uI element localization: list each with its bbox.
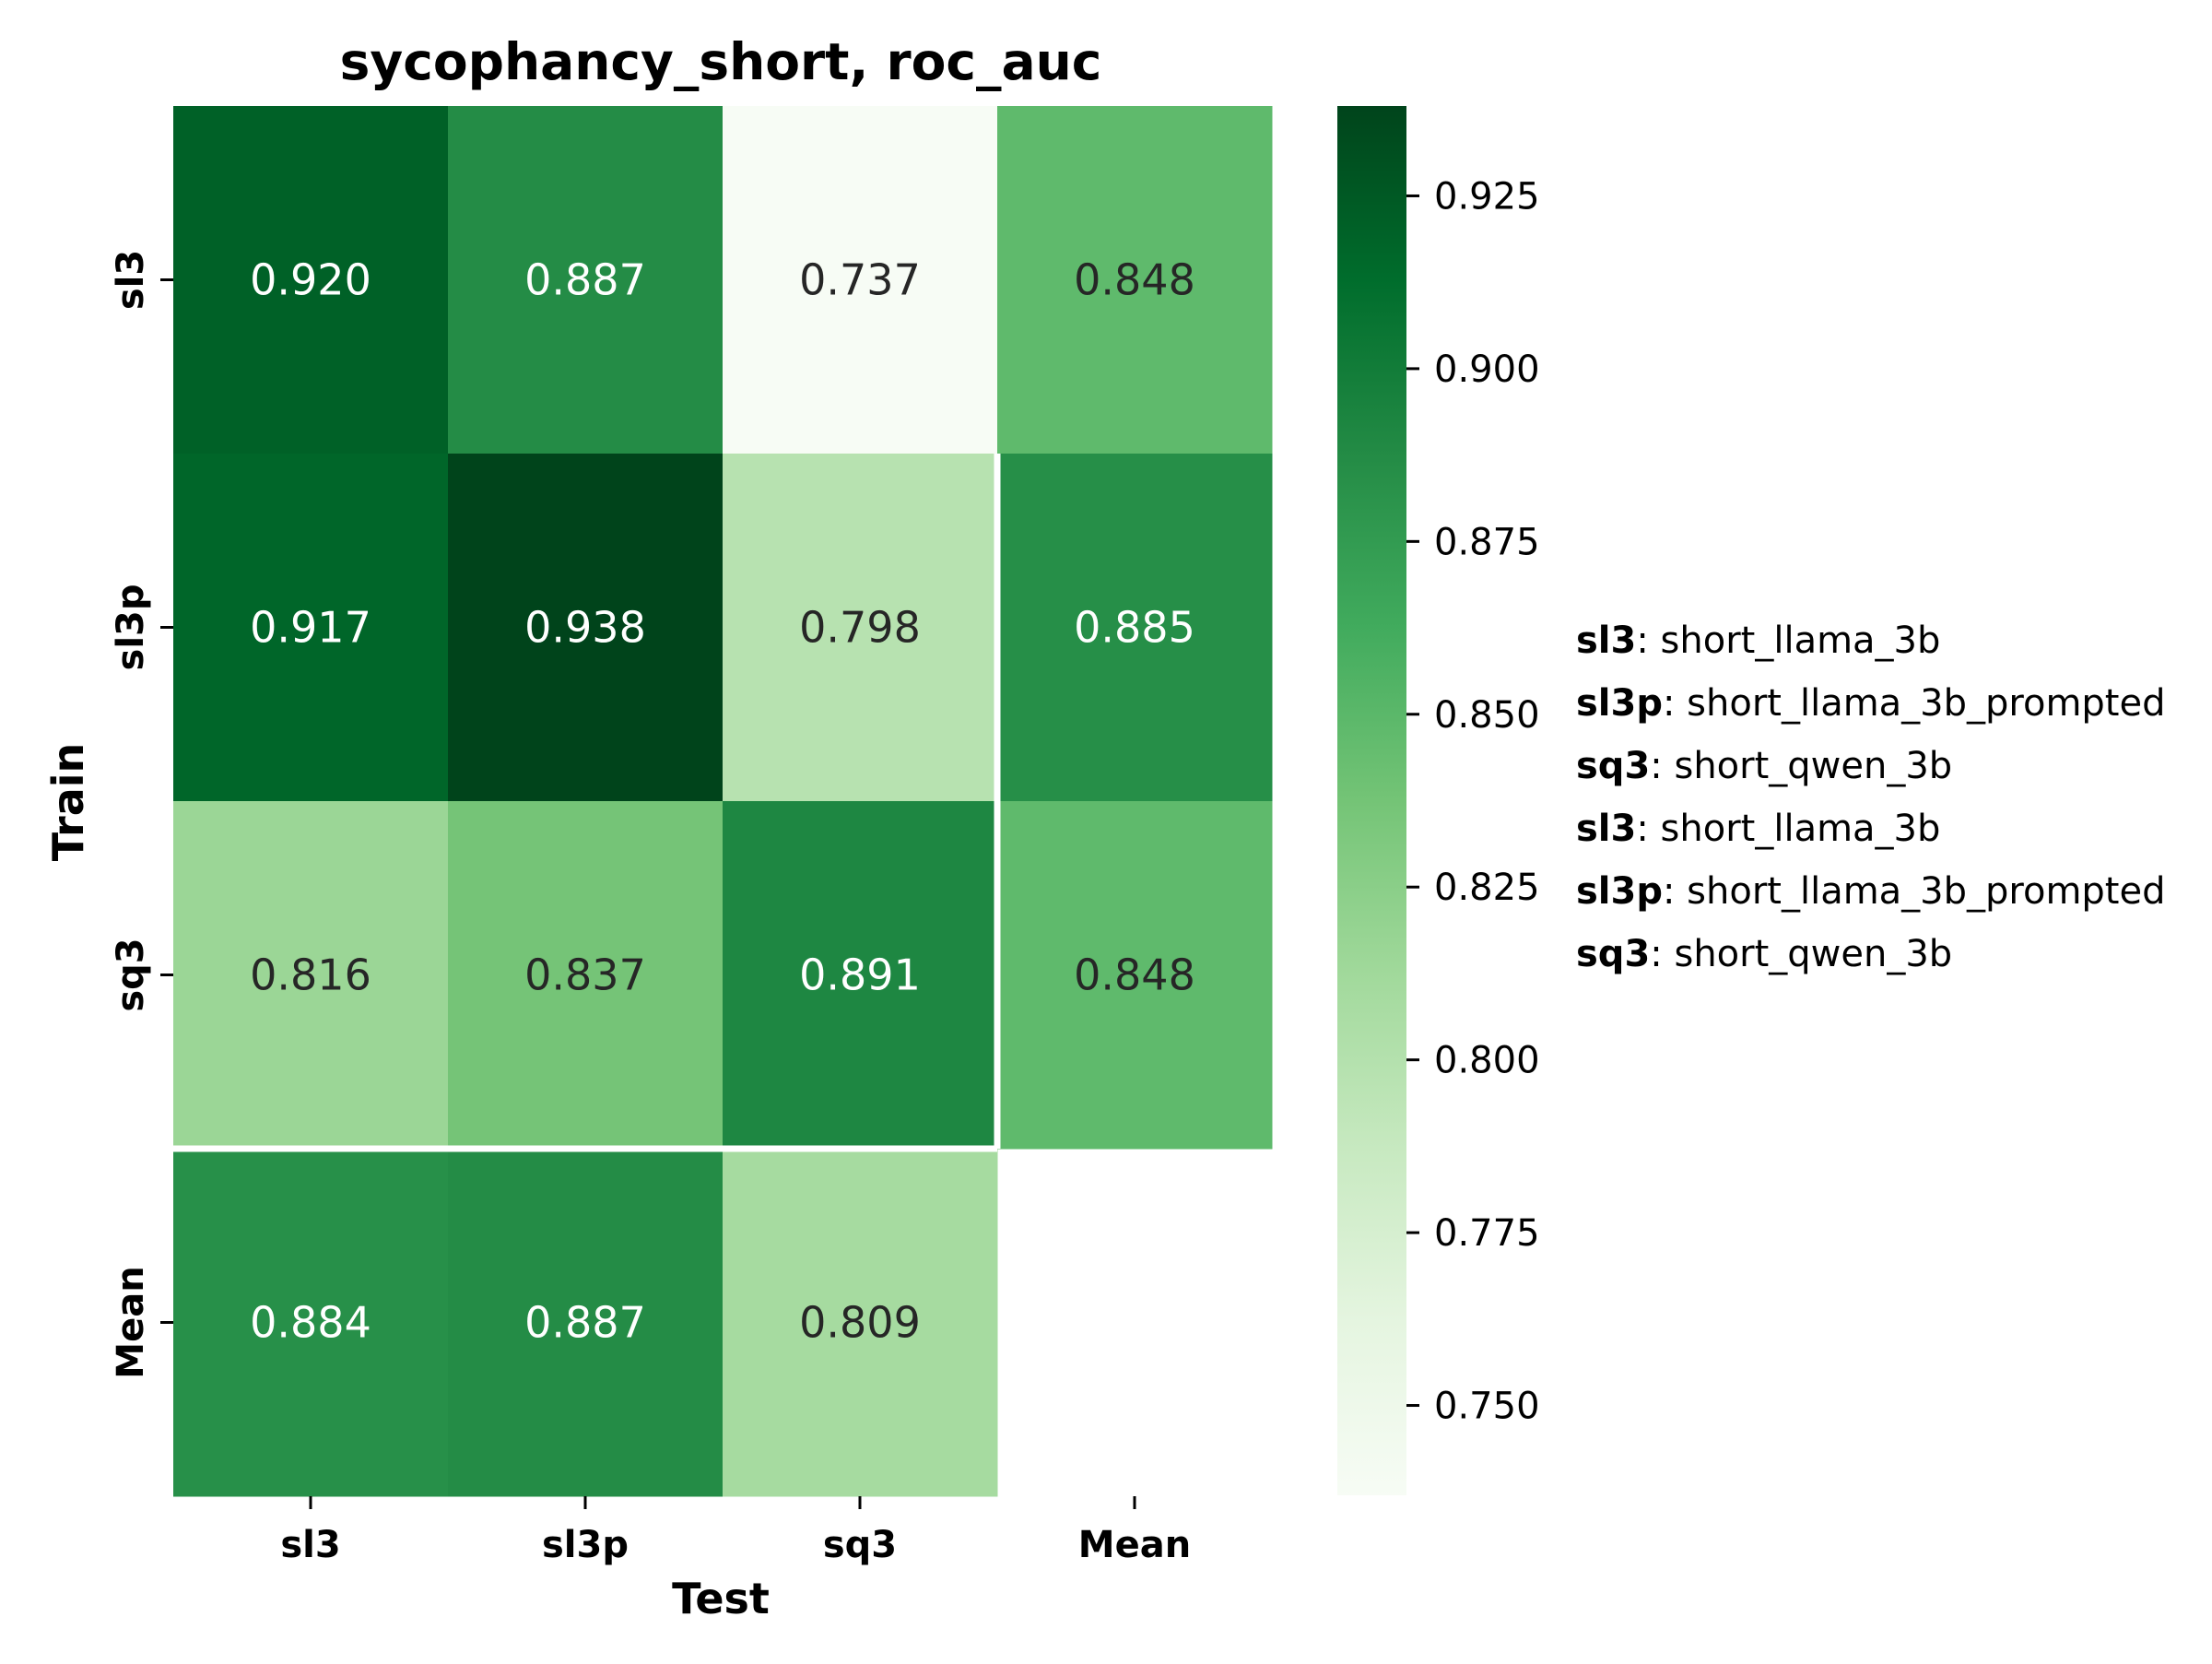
legend-entry: sq3: short_qwen_3b bbox=[1576, 933, 1952, 975]
legend-abbr: sq3 bbox=[1576, 745, 1650, 787]
cell-value-label: 0.891 bbox=[799, 950, 921, 1000]
colorbar bbox=[1337, 106, 1406, 1495]
cell-value-label: 0.816 bbox=[250, 950, 371, 1000]
colorbar-tick-label: 0.900 bbox=[1434, 348, 1540, 391]
cell-value-label: 0.809 bbox=[799, 1298, 921, 1348]
y-tick-label: sl3p bbox=[110, 584, 152, 671]
heatmap-cells: 0.920 0.887 0.737 0.848 0.917 0.938 0.798 0.885… bbox=[173, 106, 1273, 1497]
cell-value-label: 0.920 bbox=[250, 255, 371, 305]
colorbar-tick-label: 0.750 bbox=[1434, 1386, 1540, 1428]
colorbar-tick-label: 0.850 bbox=[1434, 694, 1540, 737]
x-tick-label: sl3 bbox=[280, 1524, 340, 1566]
heatmap-cell bbox=[723, 106, 998, 454]
x-tick-label: sl3p bbox=[542, 1524, 629, 1566]
legend-full-name: : short_qwen_3b bbox=[1650, 933, 1952, 975]
cell-value-label: 0.837 bbox=[524, 950, 646, 1000]
heatmap-cell bbox=[723, 801, 998, 1150]
legend-entry: sl3p: short_llama_3b_prompted bbox=[1576, 870, 2166, 913]
heatmap-cell bbox=[448, 106, 724, 454]
legend-abbr: sl3 bbox=[1576, 620, 1636, 662]
cell-value-label: 0.938 bbox=[524, 603, 646, 653]
x-axis-ticks: sl3 sl3p sq3 Mean bbox=[280, 1496, 1191, 1566]
legend-abbr: sq3 bbox=[1576, 933, 1650, 975]
legend-entry: sq3: short_qwen_3b bbox=[1576, 745, 1952, 787]
legend-abbr: sl3p bbox=[1576, 682, 1663, 725]
cell-value-label: 0.887 bbox=[524, 1298, 646, 1348]
legend-entry: sl3: short_llama_3b bbox=[1576, 620, 1940, 662]
y-tick-label: sl3 bbox=[110, 250, 152, 310]
heatmap-cell bbox=[997, 801, 1273, 1150]
chart-title: sycophancy_short, roc_auc bbox=[340, 32, 1102, 91]
heatmap-cell bbox=[448, 801, 724, 1150]
x-tick-label: Mean bbox=[1078, 1524, 1191, 1566]
y-tick-label: Mean bbox=[110, 1266, 152, 1378]
legend-entry: sl3: short_llama_3b bbox=[1576, 808, 1940, 850]
heatmap-cell bbox=[173, 801, 449, 1150]
heatmap-cell bbox=[723, 454, 998, 802]
colorbar-ticks: 0.750 0.775 0.800 0.825 0.850 0.875 0.900 0.925 bbox=[1406, 175, 1540, 1428]
heatmap-cell bbox=[997, 106, 1273, 454]
legend-full-name: : short_llama_3b_prompted bbox=[1663, 870, 2166, 913]
mean-separators bbox=[173, 454, 1001, 1152]
y-axis-ticks: sl3 sl3p sq3 Mean bbox=[110, 250, 173, 1379]
x-tick-label: sq3 bbox=[823, 1524, 897, 1566]
heatmap-cell bbox=[448, 454, 724, 802]
legend-full-name: : short_llama_3b_prompted bbox=[1663, 682, 2166, 725]
legend-abbr: sl3 bbox=[1576, 808, 1636, 850]
y-axis-label: Train bbox=[43, 743, 93, 862]
colorbar-tick-label: 0.800 bbox=[1434, 1040, 1540, 1082]
cell-value-label: 0.798 bbox=[799, 603, 921, 653]
cell-value-label: 0.848 bbox=[1074, 950, 1195, 1000]
cell-value-label: 0.887 bbox=[524, 255, 646, 305]
colorbar-tick-label: 0.775 bbox=[1434, 1212, 1540, 1255]
colorbar-tick-label: 0.925 bbox=[1434, 175, 1540, 218]
legend-full-name: : short_llama_3b bbox=[1636, 620, 1940, 662]
heatmap-cell bbox=[723, 1149, 998, 1497]
legend-full-name: : short_qwen_3b bbox=[1650, 745, 1952, 787]
cell-value-label: 0.737 bbox=[799, 255, 921, 305]
heatmap-cell bbox=[173, 454, 449, 802]
cell-value-label: 0.884 bbox=[250, 1298, 371, 1348]
heatmap-cell bbox=[173, 1149, 449, 1497]
cell-value-label: 0.917 bbox=[250, 603, 371, 653]
legend-full-name: : short_llama_3b bbox=[1636, 808, 1940, 850]
legend-abbr: sl3p bbox=[1576, 870, 1663, 913]
heatmap-cell bbox=[997, 454, 1273, 802]
heatmap-cell bbox=[173, 106, 449, 454]
colorbar-tick-label: 0.825 bbox=[1434, 867, 1540, 909]
legend-entry: sl3p: short_llama_3b_prompted bbox=[1576, 682, 2166, 725]
heatmap-cell bbox=[448, 1149, 724, 1497]
y-tick-label: sq3 bbox=[110, 938, 152, 1011]
colorbar-tick-label: 0.875 bbox=[1434, 521, 1540, 563]
x-axis-label: Test bbox=[672, 1574, 770, 1623]
cell-value-label: 0.885 bbox=[1074, 603, 1195, 653]
cell-value-label: 0.848 bbox=[1074, 255, 1195, 305]
